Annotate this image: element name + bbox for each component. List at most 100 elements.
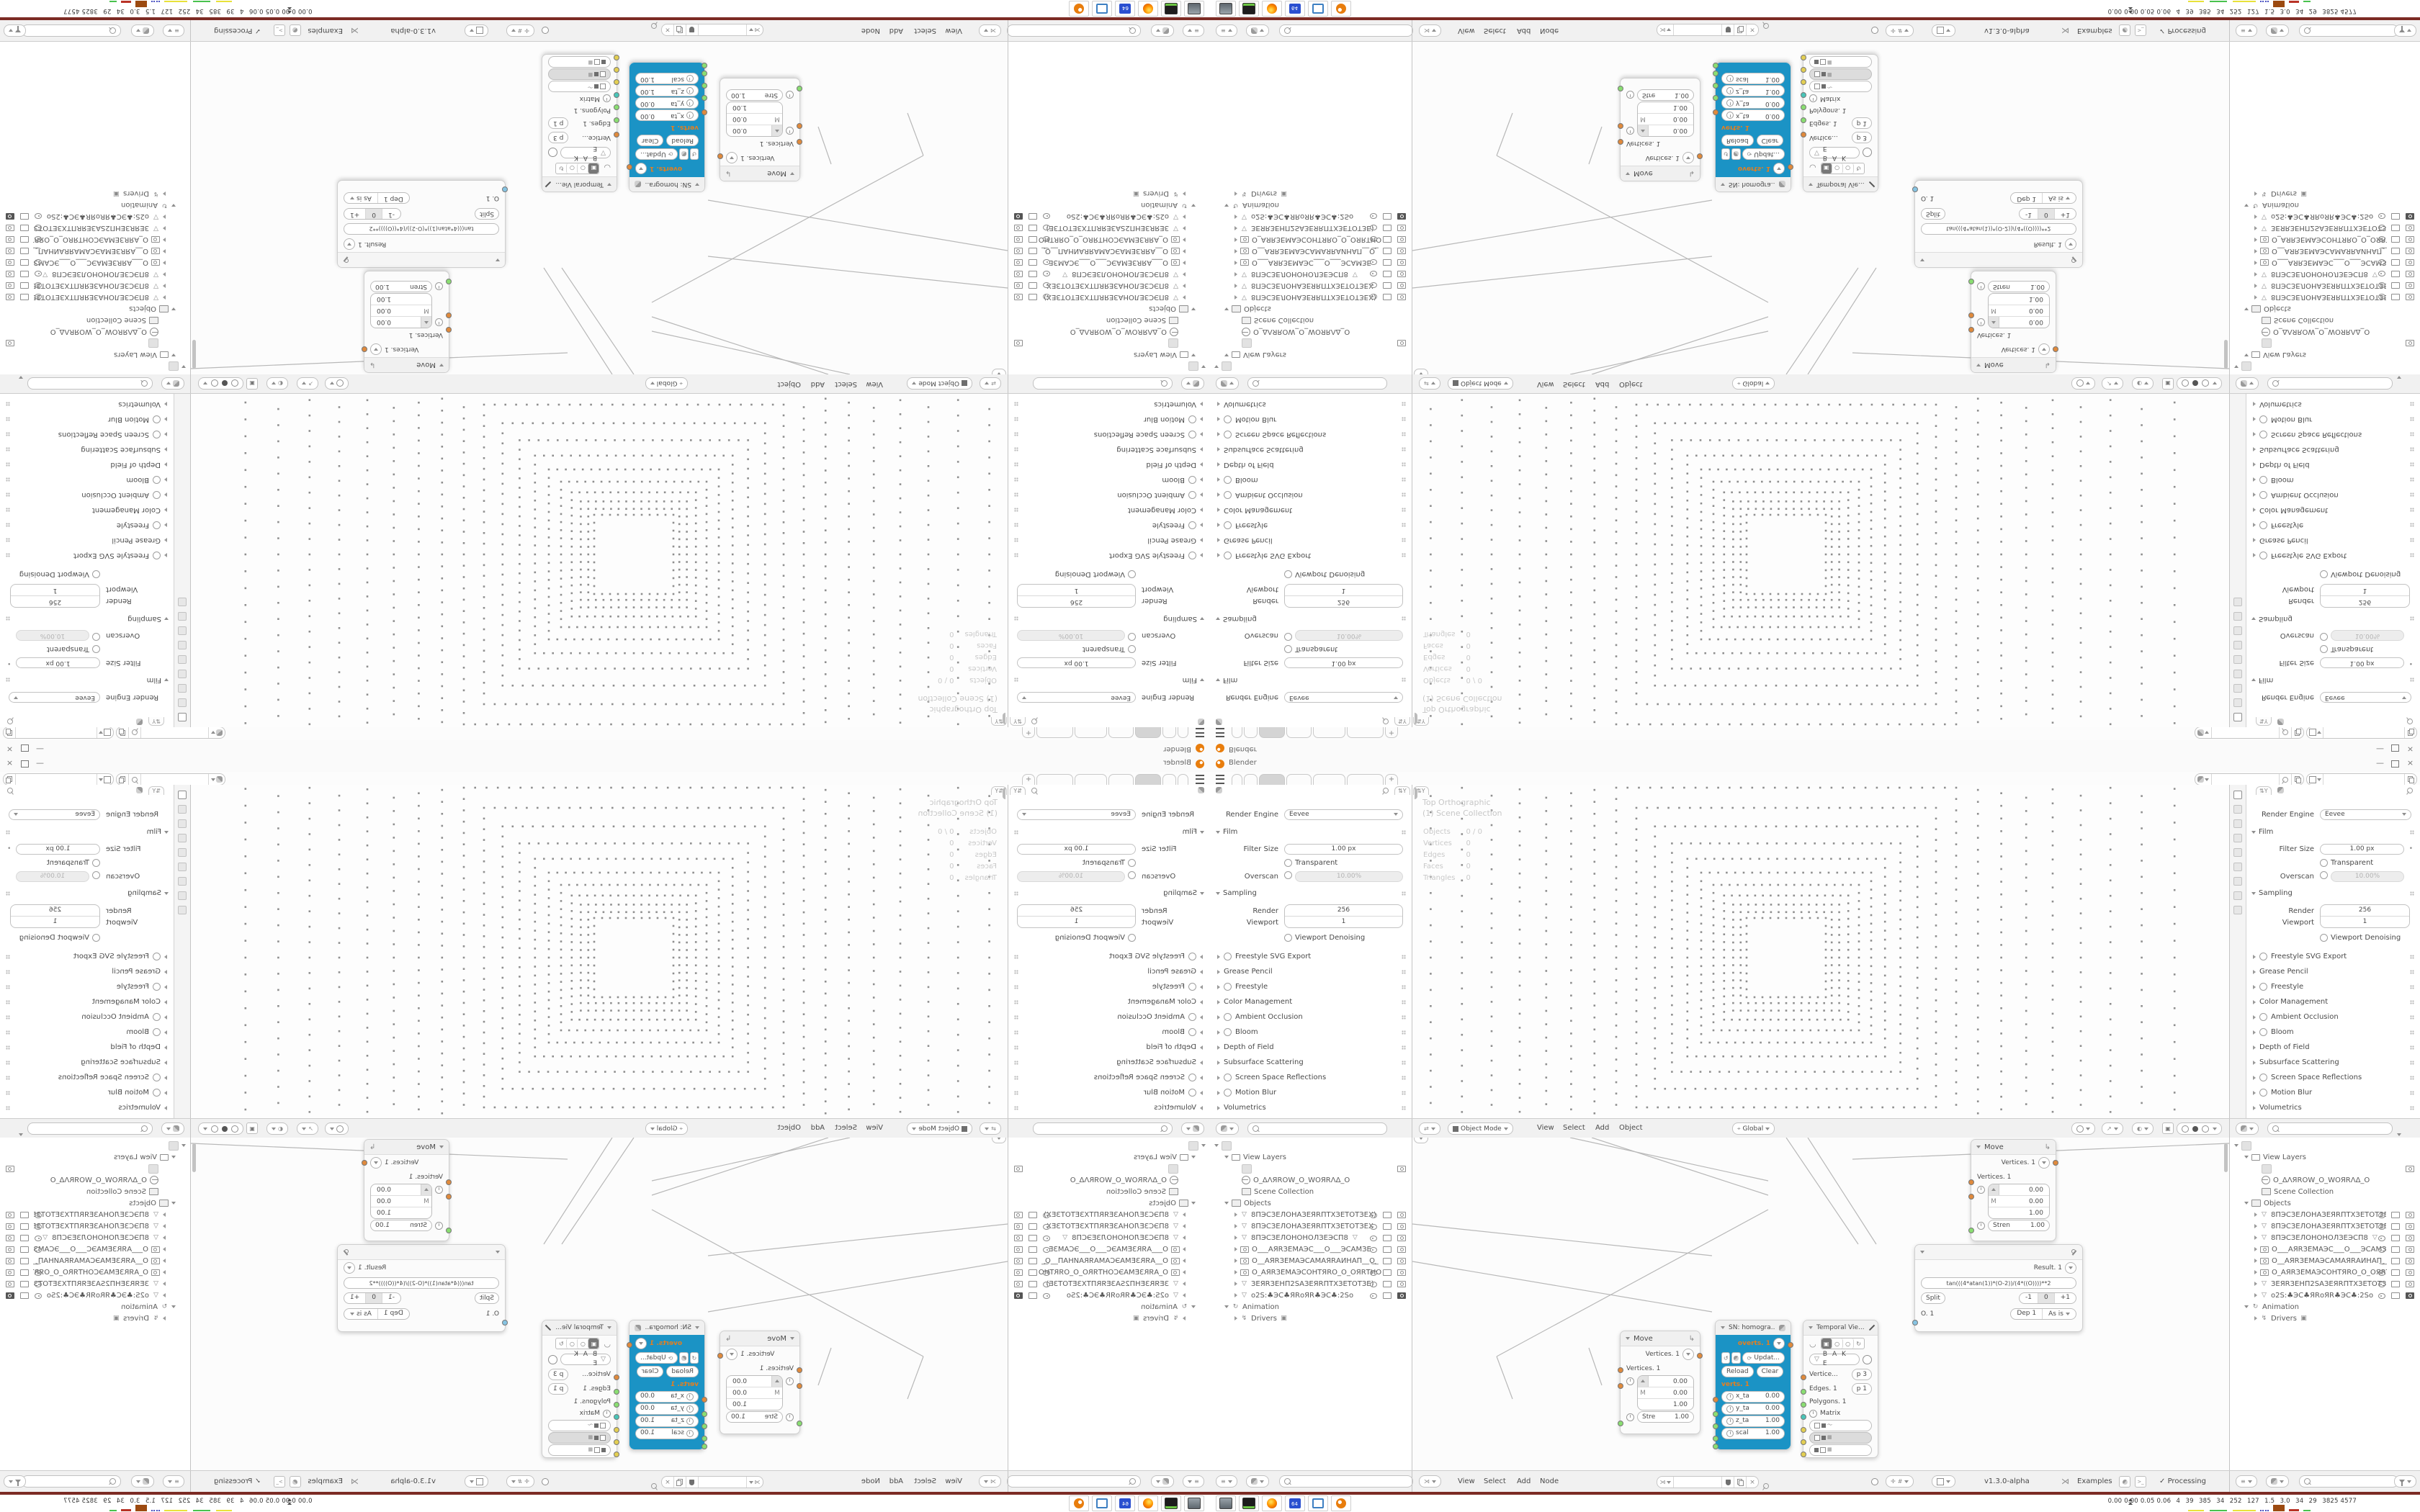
- socket-in-zta[interactable]: [702, 1436, 707, 1441]
- socket-in-xta[interactable]: [702, 1411, 707, 1417]
- taskbar-app-settings-monitor[interactable]: [1216, 1495, 1236, 1511]
- render-disable-toggle[interactable]: [2406, 294, 2414, 301]
- viewport-disable-toggle[interactable]: [2391, 271, 2400, 278]
- outliner-item[interactable]: ▽ 8ПЭСЗЕЛОНАЗЕЯRПТХЗЕТОТЗЕХ: [1008, 1220, 1210, 1232]
- panel-freestyle[interactable]: Freestyle: [2246, 979, 2420, 994]
- taskbar-app-image-viewer[interactable]: [1092, 1, 1112, 17]
- menu-hamburger-icon[interactable]: [1216, 775, 1224, 784]
- panel-grease-pencil[interactable]: Grease Pencil: [1008, 964, 1210, 979]
- minimize-button[interactable]: —: [36, 758, 44, 768]
- outliner-item[interactable]: ↻ Animation: [1008, 1301, 1210, 1313]
- socket-in-color3[interactable]: [1801, 1452, 1806, 1457]
- terminal-button[interactable]: >_: [274, 1476, 285, 1488]
- render-tab-icon[interactable]: [136, 787, 143, 793]
- workspace-tab-1[interactable]: [1232, 727, 1242, 738]
- pin-icon[interactable]: [2281, 728, 2290, 737]
- socket-in-zta[interactable]: [702, 71, 707, 76]
- split-button[interactable]: Split: [475, 208, 499, 220]
- samples-viewport-value[interactable]: 1: [1018, 916, 1135, 927]
- fake-user-icon[interactable]: [1725, 27, 1731, 33]
- fake-user-icon[interactable]: [689, 1479, 695, 1485]
- render-disable-toggle[interactable]: [1014, 271, 1023, 278]
- viewport-disable-toggle[interactable]: [2391, 1269, 2400, 1276]
- socket-in-vertices[interactable]: [446, 1179, 452, 1185]
- workspace-tab-4[interactable]: [1108, 774, 1134, 785]
- panel-volumetrics[interactable]: Volumetrics: [1008, 397, 1210, 412]
- shading-mode-group[interactable]: [198, 1122, 243, 1135]
- panel-freestyle[interactable]: Freestyle: [0, 979, 174, 994]
- render-disable-toggle[interactable]: [1014, 1211, 1023, 1218]
- panel-ambient-occlusion[interactable]: Ambient Occlusion: [2246, 487, 2420, 503]
- samples-viewport-value[interactable]: 1: [1285, 585, 1402, 596]
- socket-out-vertices[interactable]: [2053, 1160, 2058, 1166]
- menu-select[interactable]: Select: [1563, 380, 1585, 388]
- panel-color-management[interactable]: Color Management: [1008, 503, 1210, 518]
- render-engine-dropdown[interactable]: Eevee: [9, 809, 100, 820]
- gizmo-button[interactable]: ▣: [246, 1122, 258, 1134]
- viewport-denoising-checkbox[interactable]: [1128, 570, 1136, 579]
- viewport-disable-toggle[interactable]: [1028, 294, 1037, 301]
- menu-add[interactable]: Add: [810, 380, 825, 388]
- render-disable-toggle[interactable]: [1397, 225, 1406, 232]
- render-disable-toggle[interactable]: [6, 1211, 14, 1218]
- outliner-item[interactable]: Objects: [0, 1197, 190, 1209]
- panel-color-management[interactable]: Color Management: [2246, 994, 2420, 1009]
- samples-viewport-value[interactable]: 1: [1285, 916, 1402, 927]
- socket-in-strength[interactable]: [1618, 1421, 1623, 1426]
- depth-mode-segment[interactable]: Dep 1 As is: [2010, 1308, 2076, 1320]
- outliner-row[interactable]: [0, 1140, 190, 1151]
- socket-out-o1[interactable]: [502, 186, 508, 192]
- outliner-row[interactable]: [1008, 1140, 1210, 1151]
- offset-segment[interactable]: -1 0 +1: [2019, 208, 2076, 220]
- socket-in-color3[interactable]: [614, 55, 619, 60]
- copy-icon[interactable]: [2295, 729, 2300, 736]
- viewport-denoising-checkbox[interactable]: [1284, 570, 1292, 579]
- offset-segment[interactable]: -1 0 +1: [344, 1292, 401, 1304]
- socket-in-vertices[interactable]: [614, 132, 619, 138]
- hide-toggle[interactable]: [1370, 225, 1377, 232]
- minimize-button[interactable]: —: [2376, 758, 2384, 768]
- hide-toggle[interactable]: [1370, 1269, 1377, 1276]
- outliner-item[interactable]: ▽ ЗЕЯRЗЕНП2SАЗЕЯRПТХЗЕТОТЗЕ): [1210, 222, 1412, 234]
- samples-render-value[interactable]: 256: [1070, 906, 1083, 914]
- menu-select[interactable]: Select: [1484, 1477, 1506, 1485]
- outliner-item[interactable]: О__АЯRЗЕМАЭСАМАЯRАИНАП__О_: [1008, 246, 1210, 257]
- outliner-filter-dropdown[interactable]: [4, 1475, 26, 1488]
- viewport-disable-toggle[interactable]: [1383, 1246, 1392, 1253]
- taskbar-app-settings-monitor[interactable]: [1184, 1, 1204, 17]
- socket-in-vertices[interactable]: [614, 1374, 619, 1380]
- render-disable-toggle[interactable]: [1397, 1223, 1406, 1230]
- viewport-disable-toggle[interactable]: [1028, 1292, 1037, 1299]
- outliner-item[interactable]: Scene Collection: [1008, 315, 1210, 326]
- viewport-disable-toggle[interactable]: [1383, 1211, 1392, 1218]
- render-tab-icon[interactable]: [1216, 787, 1222, 793]
- outliner-row[interactable]: [1210, 1163, 1412, 1174]
- filter-tab[interactable]: ⇅Y: [1394, 786, 1410, 795]
- pin-icon[interactable]: [1381, 786, 1390, 795]
- lock-dropdown[interactable]: [1932, 24, 1955, 37]
- workspace-tab-1[interactable]: [1232, 774, 1242, 785]
- socket-out-overts[interactable]: [627, 164, 632, 170]
- menu-add[interactable]: Add: [889, 1477, 903, 1485]
- close-button[interactable]: ×: [6, 744, 14, 754]
- viewlayer-selector[interactable]: [2306, 773, 2417, 786]
- panel-motion-blur[interactable]: Motion Blur: [1008, 412, 1210, 427]
- render-disable-toggle[interactable]: [2406, 282, 2414, 289]
- taskbar-app-firefox[interactable]: [1262, 1495, 1282, 1511]
- film-panel-header[interactable]: Film: [2259, 676, 2274, 684]
- outliner-item[interactable]: ▽ ЗЕЯRЗЕНП2SАЗЕЯRПТХЗЕТОТЗЕ): [2230, 222, 2420, 234]
- hide-toggle[interactable]: [1043, 1269, 1050, 1276]
- socket-in-xta[interactable]: [1713, 1411, 1718, 1417]
- viewport-denoising-checkbox[interactable]: [92, 933, 100, 942]
- panel-screen-space-reflections[interactable]: Screen Space Reflections: [1008, 1070, 1210, 1085]
- terminal-button[interactable]: >_: [2135, 24, 2146, 36]
- film-panel-header[interactable]: Film: [146, 828, 161, 836]
- outliner-item[interactable]: О_АЯRЗЕМАЭСОНТЯRО_О_ОЯRТНО: [0, 1266, 190, 1278]
- scene-name-field[interactable]: [2212, 774, 2279, 785]
- hide-toggle[interactable]: [2378, 294, 2385, 301]
- gear-button[interactable]: [290, 24, 301, 36]
- hide-toggle[interactable]: [35, 271, 42, 278]
- socket-in-edges[interactable]: [1801, 117, 1806, 123]
- socket-in-color3[interactable]: [614, 1452, 619, 1457]
- menu-object[interactable]: Object: [1619, 380, 1643, 388]
